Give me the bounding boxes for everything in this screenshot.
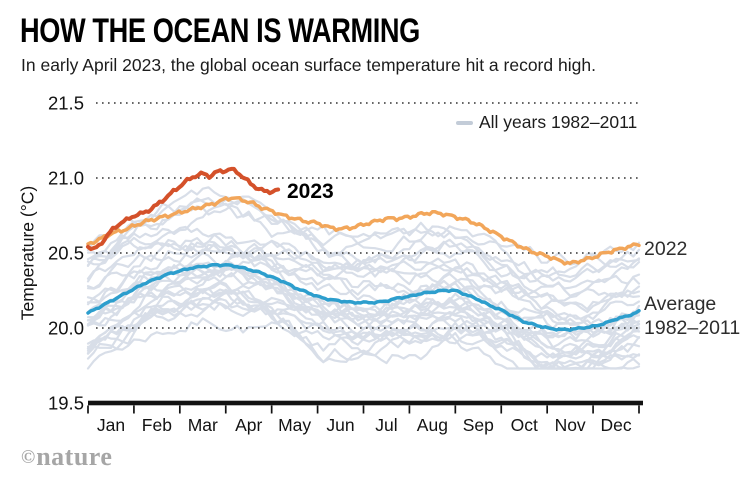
- series-line-2023: [86, 166, 281, 252]
- legend-label: All years 1982–2011: [479, 112, 638, 132]
- x-tick-label-oct: Oct: [511, 415, 538, 435]
- x-tick-label-aug: Aug: [417, 415, 448, 435]
- all-years-line-swatch: [456, 121, 473, 125]
- x-tick-label-sep: Sep: [463, 415, 494, 435]
- series-label-average-line1: Average: [644, 293, 717, 315]
- x-tick-label-jan: Jan: [97, 415, 125, 435]
- x-axis: Jan Feb Mar Apr May Jun Jul Aug Sep Oct Nov Dec: [87, 400, 644, 435]
- y-tick-label-21.5: 21.5: [48, 93, 84, 114]
- copyright-icon: ©: [21, 447, 37, 468]
- all-years-background-lines: [86, 186, 641, 370]
- series-label-average-line2: 1982–2011: [644, 317, 741, 339]
- x-tick-label-apr: Apr: [235, 415, 262, 435]
- x-tick-label-feb: Feb: [142, 415, 172, 435]
- y-tick-label-20.5: 20.5: [48, 243, 84, 264]
- y-axis: 21.5 21.0 20.5 20.0 19.5: [48, 93, 84, 414]
- nature-wordmark: nature: [36, 442, 113, 471]
- x-tick-label-jun: Jun: [326, 415, 354, 435]
- series-line-average-1982-2011: [86, 262, 641, 333]
- series-line-2022: [86, 195, 641, 266]
- series-label-average: Average 1982–2011: [644, 292, 740, 340]
- x-tick-label-jul: Jul: [375, 415, 397, 435]
- series-label-2023: 2023: [287, 180, 334, 203]
- x-tick-label-dec: Dec: [600, 415, 631, 435]
- y-tick-label-20.0: 20.0: [48, 318, 84, 339]
- x-tick-label-mar: Mar: [188, 415, 218, 435]
- nature-logo: ©nature: [21, 442, 112, 472]
- y-tick-label-21.0: 21.0: [48, 168, 84, 189]
- chart-subtitle: In early April 2023, the global ocean su…: [21, 55, 596, 75]
- series-label-2022: 2022: [644, 238, 688, 260]
- x-tick-label-nov: Nov: [555, 415, 586, 435]
- chart-title: HOW THE OCEAN IS WARMING: [20, 12, 420, 50]
- y-axis-title: Temperature (°C): [17, 185, 38, 321]
- x-tick-label-may: May: [278, 415, 311, 435]
- y-tick-label-19.5: 19.5: [48, 393, 84, 414]
